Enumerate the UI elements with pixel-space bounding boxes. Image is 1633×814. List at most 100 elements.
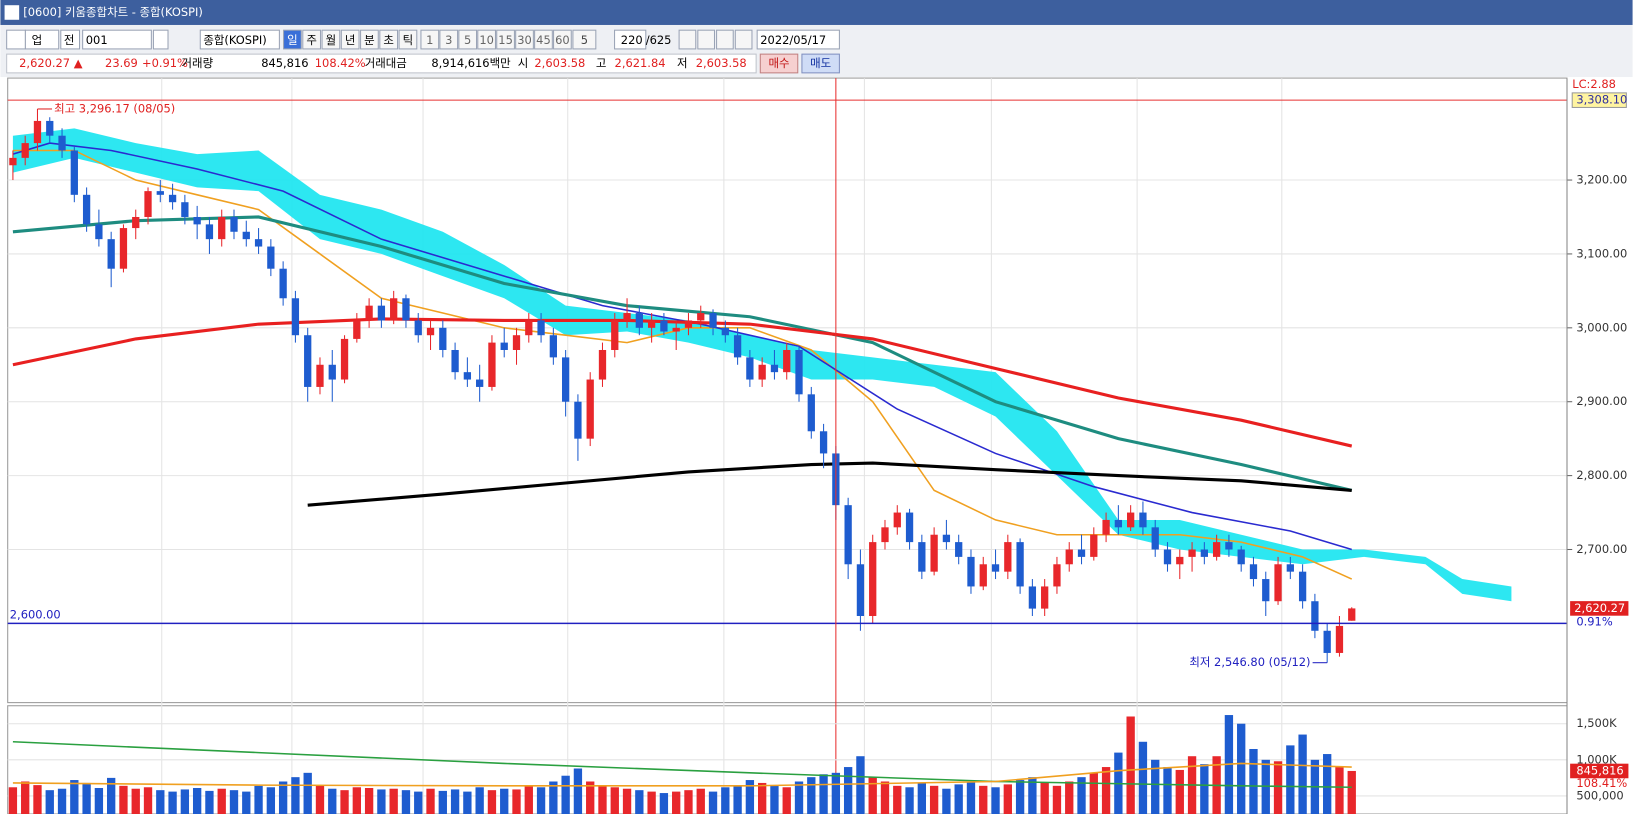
quote-price: 2,620.27 ▲	[19, 56, 83, 70]
buy-btn[interactable]	[759, 53, 799, 74]
period-btn-box[interactable]	[340, 29, 360, 50]
volume-bar	[1175, 769, 1184, 814]
quote-open: 2,603.58	[534, 56, 585, 70]
period-btn-box[interactable]	[302, 29, 322, 50]
candle-body	[598, 349, 607, 380]
volume-bar	[500, 788, 509, 814]
name-box[interactable]	[199, 29, 280, 50]
quote-bar	[6, 53, 757, 74]
candle-body	[783, 349, 791, 373]
candle-body	[1163, 549, 1172, 565]
scope-box[interactable]	[60, 29, 81, 50]
interval-btn-box[interactable]	[420, 29, 440, 50]
name[interactable]: 종합(KOSPI)	[203, 33, 266, 47]
volume-bar	[475, 787, 484, 814]
period-btn[interactable]: 분	[364, 33, 375, 47]
volume-bar	[782, 787, 791, 814]
period-btn-box[interactable]	[360, 29, 379, 50]
candle-body	[844, 505, 852, 565]
date-box[interactable]	[756, 29, 840, 50]
period-btn-box[interactable]	[283, 29, 302, 50]
volume-bar	[647, 791, 656, 814]
search-box[interactable]	[152, 29, 169, 50]
moving-average	[12, 740, 1352, 789]
step[interactable]: 5	[581, 33, 588, 47]
tool-icon[interactable]	[716, 29, 734, 50]
search[interactable]: 전	[157, 33, 168, 47]
annotation: 최고 3,296.17 (08/05)	[54, 101, 175, 115]
candle-body	[21, 143, 29, 158]
volume-bar	[168, 791, 177, 814]
candle-body	[353, 320, 361, 339]
period-btn-box[interactable]	[398, 29, 418, 50]
last-price-box	[1570, 601, 1629, 616]
period-btn[interactable]: 틱	[403, 33, 414, 47]
period-btn[interactable]: 년	[345, 33, 356, 47]
candle-body	[230, 216, 238, 232]
interval-btn-box[interactable]	[458, 29, 478, 50]
h-line-label: 2,600.00	[10, 608, 61, 622]
period-btn-box[interactable]	[379, 29, 399, 50]
code-box[interactable]	[82, 29, 152, 50]
volume-bar	[438, 790, 447, 814]
count-box[interactable]	[614, 29, 647, 50]
tool-icon[interactable]	[678, 29, 697, 50]
interval-btn-box[interactable]	[496, 29, 515, 50]
sell-btn[interactable]	[801, 53, 840, 74]
volume-bar	[610, 787, 619, 814]
interval-btn[interactable]: 5	[464, 33, 471, 47]
candle-body	[1127, 512, 1135, 528]
volume-bar	[487, 790, 497, 814]
volume-bar	[856, 756, 865, 814]
market-btn-box[interactable]	[6, 29, 26, 50]
candle-body	[119, 228, 128, 269]
market[interactable]: 업	[32, 33, 43, 47]
date[interactable]: 2022/05/17	[760, 33, 826, 47]
period-btn[interactable]: 일	[287, 33, 298, 47]
count[interactable]: 220	[621, 33, 643, 47]
interval-btn[interactable]: 15	[498, 33, 513, 47]
candle-body	[930, 534, 938, 572]
candle-body	[304, 335, 312, 387]
interval-btn[interactable]: 30	[517, 33, 532, 47]
volume-bar	[635, 790, 644, 814]
interval-btn-box[interactable]	[534, 29, 553, 50]
interval-btn[interactable]: 45	[536, 33, 551, 47]
interval-btn[interactable]: 1	[426, 33, 433, 47]
volume-bar	[1101, 767, 1111, 814]
candle-body	[1262, 579, 1270, 602]
volume-bar	[1249, 748, 1258, 814]
market-box[interactable]	[24, 29, 60, 50]
period-btn[interactable]: 주	[306, 33, 317, 47]
period-btn-box[interactable]	[321, 29, 341, 50]
period-btn[interactable]: 초	[383, 33, 394, 47]
candle-body	[758, 364, 766, 380]
interval-btn-box[interactable]	[439, 29, 459, 50]
interval-btn-box[interactable]	[515, 29, 534, 50]
total: /625	[646, 33, 672, 47]
volume-bar	[573, 768, 583, 814]
candle-body	[500, 342, 508, 350]
tool-icon[interactable]	[697, 29, 716, 50]
candle-body	[770, 364, 779, 373]
volume-bar	[659, 793, 669, 814]
last-pct: 0.91%	[1576, 614, 1612, 628]
tool-icon[interactable]	[734, 29, 753, 50]
step-box[interactable]	[572, 29, 597, 50]
interval-btn-box[interactable]	[477, 29, 497, 50]
interval-btn[interactable]: 10	[479, 33, 494, 47]
candle-body	[905, 512, 914, 543]
candle-body	[365, 305, 373, 321]
volume-bar	[254, 785, 263, 814]
interval-btn-box[interactable]	[553, 29, 572, 50]
scope[interactable]: 전	[64, 33, 75, 47]
period-btn[interactable]: 월	[326, 33, 337, 47]
volume-bar	[242, 791, 251, 814]
code[interactable]: 001	[86, 33, 108, 47]
volume-bar	[70, 780, 79, 814]
interval-btn[interactable]: 60	[555, 33, 570, 47]
interval-btn[interactable]: 3	[445, 33, 452, 47]
volume-bar	[1003, 784, 1012, 814]
candle-body	[537, 320, 545, 336]
volume-ratio: 108.41%	[1576, 776, 1627, 790]
